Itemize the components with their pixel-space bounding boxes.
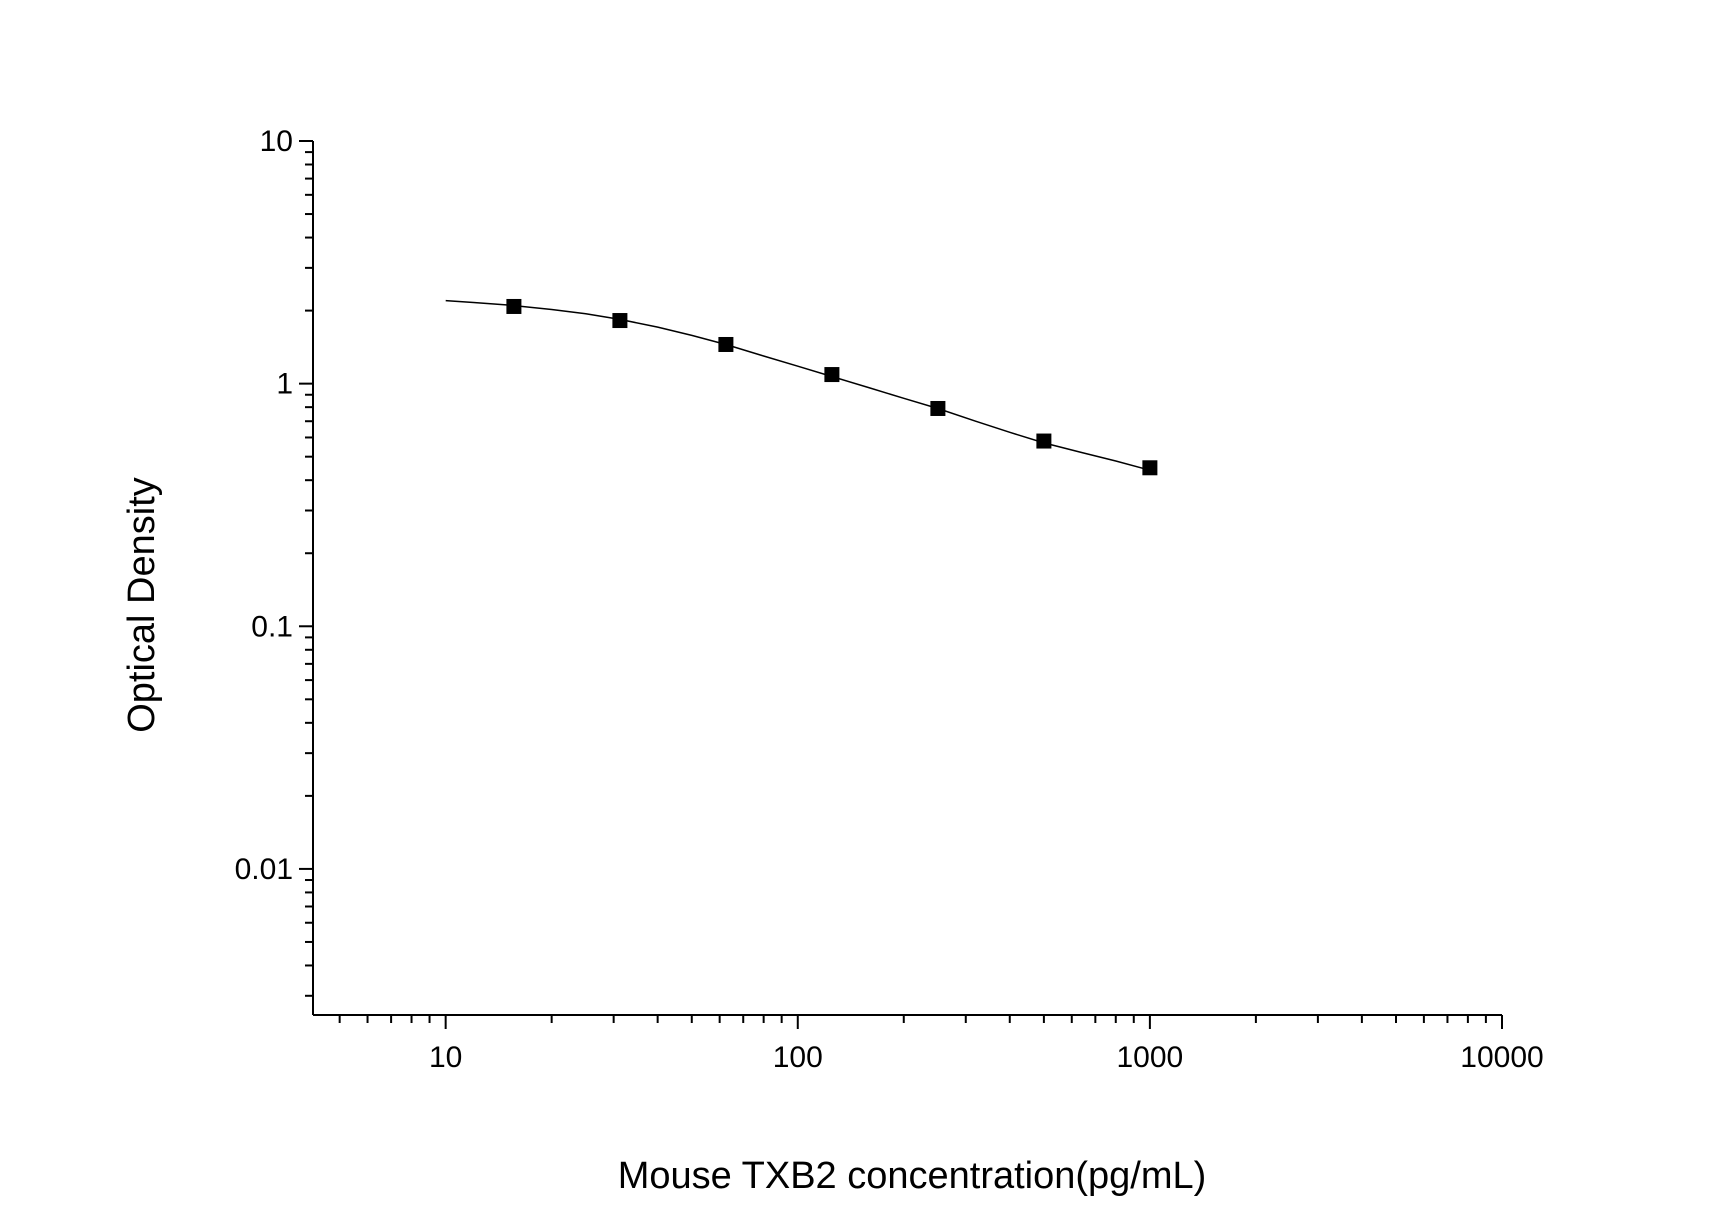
x-axis-title: Mouse TXB2 concentration(pg/mL) [618, 1155, 1207, 1197]
data-point-marker [718, 336, 734, 352]
y-tick-label: 0.01 [235, 853, 293, 886]
axes: 10 100 1000 10000 0.01 0.1 1 10 [235, 125, 1544, 1074]
data-point-marker [1142, 460, 1158, 476]
x-tick-label: 1000 [1117, 1041, 1184, 1074]
data-point-marker [612, 313, 628, 329]
y-axis-title: Optical Density [121, 477, 163, 733]
x-tick-label: 100 [773, 1041, 823, 1074]
data-point-marker [506, 298, 522, 314]
data-point-marker [930, 400, 946, 416]
y-tick-label: 10 [260, 125, 293, 158]
y-tick-label: 0.1 [251, 610, 293, 643]
data-point-marker [1036, 433, 1052, 449]
data-points [506, 298, 1158, 476]
data-point-marker [824, 367, 840, 383]
fit-curve-layer [445, 299, 1151, 471]
y-tick-label: 1 [276, 368, 293, 401]
x-tick-label: 10000 [1460, 1041, 1543, 1074]
x-tick-label: 10 [429, 1041, 462, 1074]
fit-curve-line [445, 299, 1151, 471]
